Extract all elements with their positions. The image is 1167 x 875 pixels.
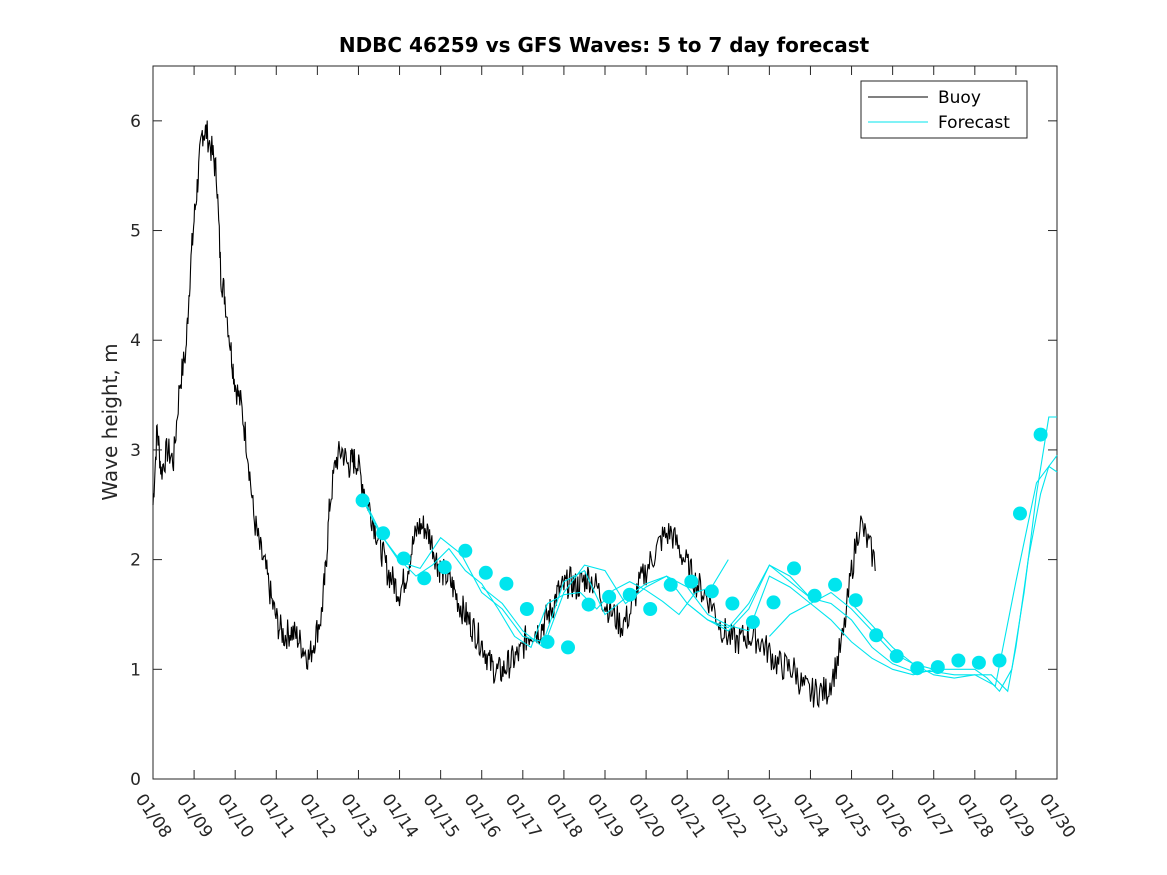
forecast-point — [478, 565, 493, 580]
y-axis: 0 1 2 3 4 5 6 — [130, 112, 1057, 790]
forecast-point — [1033, 427, 1048, 442]
y-axis-label: Wave height, m — [98, 343, 122, 500]
forecast-point — [930, 660, 945, 675]
y-tick-label: 6 — [130, 112, 141, 132]
forecast-point — [581, 597, 596, 612]
forecast-point — [766, 595, 781, 610]
forecast-point — [519, 602, 534, 616]
legend: Buoy Forecast — [860, 80, 1028, 139]
x-tick-label: 01/08 — [131, 790, 175, 842]
x-tick-label: 01/18 — [542, 790, 586, 842]
forecast-line — [768, 465, 1058, 693]
x-tick-label: 01/19 — [583, 790, 627, 842]
forecast-point — [602, 589, 617, 604]
x-tick-label: 01/30 — [1035, 790, 1079, 842]
forecast-point — [622, 587, 637, 602]
forecast-point — [1013, 506, 1027, 521]
x-tick-label: 01/29 — [994, 790, 1038, 842]
forecast-series — [362, 416, 1058, 693]
x-tick-label: 01/09 — [172, 790, 216, 842]
legend-box — [860, 80, 1028, 139]
forecast-line — [686, 455, 1058, 687]
forecast-line — [362, 499, 729, 649]
x-tick-label: 01/11 — [254, 790, 298, 842]
x-tick-label: 01/15 — [419, 790, 463, 842]
x-tick-label: 01/24 — [788, 790, 832, 842]
x-tick-label: 01/14 — [377, 790, 421, 842]
forecast-point — [499, 576, 514, 591]
forecast-point — [848, 593, 863, 608]
forecast-point — [889, 649, 904, 664]
forecast-point — [971, 655, 986, 670]
forecast-points — [355, 427, 1048, 676]
forecast-point — [376, 526, 391, 541]
x-tick-label: 01/16 — [460, 790, 504, 842]
forecast-point — [992, 653, 1007, 668]
y-tick-label: 1 — [130, 660, 141, 680]
legend-forecast-label: Forecast — [938, 113, 1010, 133]
plot-area — [152, 65, 1058, 780]
x-tick-label: 01/25 — [829, 790, 873, 842]
forecast-point — [663, 577, 678, 592]
forecast-point — [355, 493, 370, 508]
forecast-point — [458, 543, 473, 558]
x-tick-label: 01/26 — [871, 790, 915, 842]
x-tick-label: 01/23 — [747, 790, 791, 842]
forecast-point — [869, 628, 884, 643]
chart-title: NDBC 46259 vs GFS Waves: 5 to 7 day fore… — [339, 33, 870, 57]
forecast-point — [704, 584, 719, 599]
x-tick-label: 01/17 — [501, 790, 545, 842]
forecast-point — [910, 661, 925, 676]
forecast-point — [417, 571, 432, 586]
forecast-point — [437, 560, 452, 575]
buoy-series — [152, 120, 876, 709]
y-tick-label: 4 — [130, 331, 141, 351]
forecast-line — [481, 564, 934, 676]
forecast-point — [828, 577, 843, 592]
x-tick-label: 01/21 — [665, 790, 709, 842]
forecast-point — [684, 574, 699, 589]
buoy-line — [152, 120, 876, 709]
x-tick-label: 01/12 — [295, 790, 339, 842]
y-tick-label: 3 — [130, 441, 141, 461]
forecast-point — [745, 615, 760, 630]
forecast-point — [561, 640, 575, 655]
y-tick-label: 5 — [130, 222, 141, 242]
forecast-line — [366, 504, 811, 643]
y-tick-label: 0 — [130, 770, 141, 790]
x-tick-label: 01/27 — [912, 790, 956, 842]
forecast-point — [540, 634, 555, 649]
x-tick-label: 01/28 — [953, 790, 997, 842]
y-tick-label: 2 — [130, 551, 141, 571]
forecast-point — [396, 551, 411, 566]
legend-buoy-label: Buoy — [938, 88, 981, 108]
x-tick-label: 01/13 — [336, 790, 380, 842]
forecast-point — [951, 653, 966, 668]
forecast-point — [787, 561, 801, 576]
x-tick-label: 01/22 — [706, 790, 750, 842]
x-tick-label: 01/10 — [213, 790, 257, 842]
forecast-point — [725, 596, 740, 611]
x-tick-label: 01/20 — [624, 790, 668, 842]
forecast-point — [807, 588, 822, 603]
forecast-point — [643, 602, 658, 616]
